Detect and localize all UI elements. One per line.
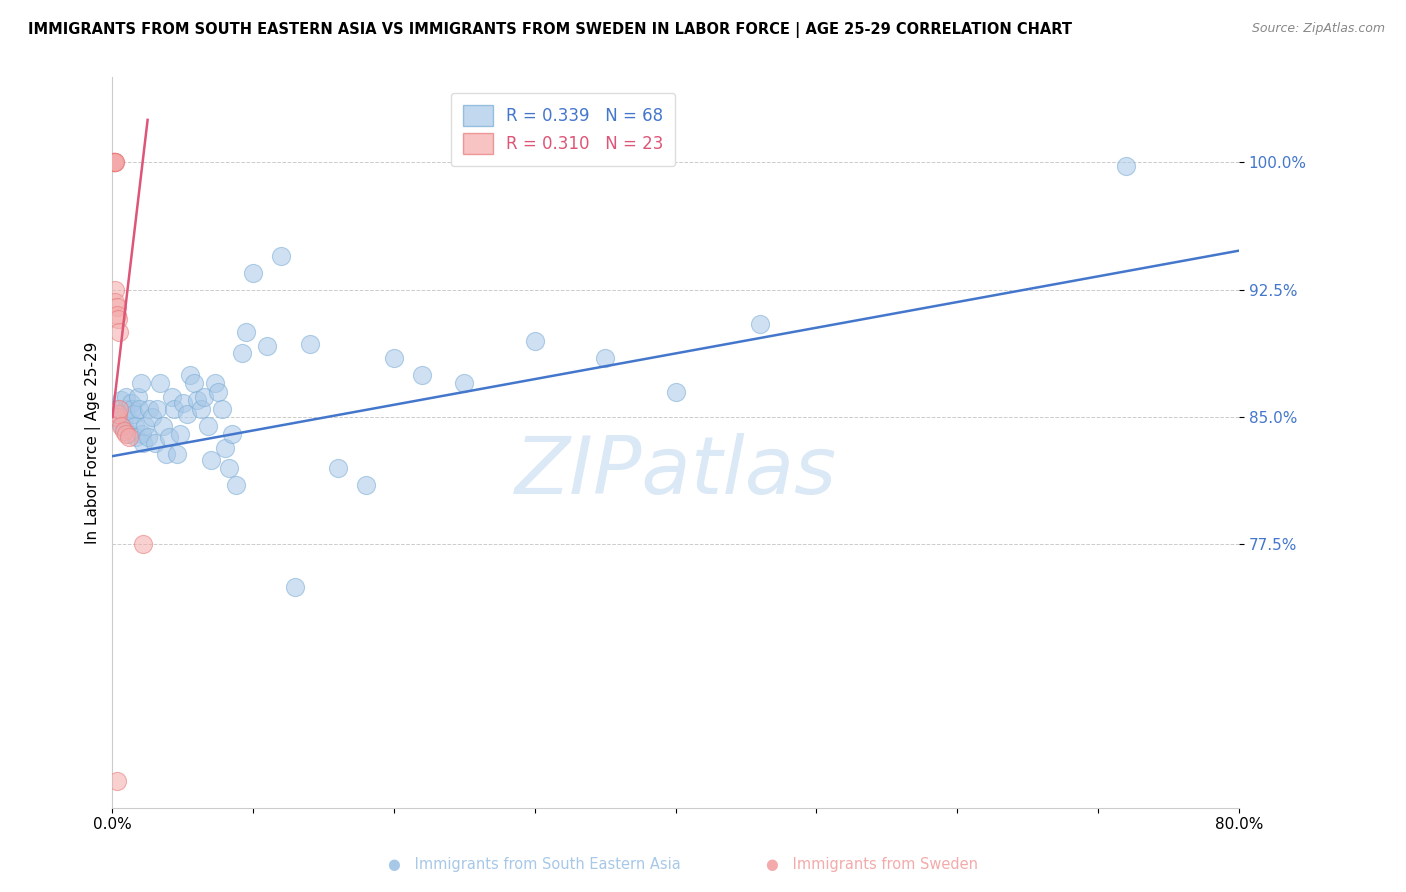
Point	[298, 337, 321, 351]
Point	[112, 410, 135, 425]
Point	[103, 155, 125, 169]
Point	[114, 422, 136, 436]
Point	[134, 418, 156, 433]
Point	[141, 410, 163, 425]
Point	[131, 427, 153, 442]
Point	[107, 407, 129, 421]
Point	[120, 396, 142, 410]
Point	[110, 418, 132, 433]
Point	[197, 418, 219, 433]
Point	[143, 435, 166, 450]
Point	[157, 430, 180, 444]
Point	[103, 155, 125, 169]
Point	[163, 401, 186, 416]
Point	[107, 407, 129, 421]
Point	[160, 390, 183, 404]
Point	[176, 407, 198, 421]
Point	[204, 376, 226, 391]
Point	[207, 384, 229, 399]
Y-axis label: In Labor Force | Age 25-29: In Labor Force | Age 25-29	[86, 342, 101, 544]
Point	[326, 461, 349, 475]
Point	[411, 368, 433, 382]
Point	[1115, 159, 1137, 173]
Point	[118, 430, 141, 444]
Point	[593, 351, 616, 365]
Point	[108, 325, 131, 339]
Point	[179, 368, 201, 382]
Point	[190, 401, 212, 416]
Point	[129, 376, 152, 391]
Point	[523, 334, 546, 348]
Point	[225, 478, 247, 492]
Point	[117, 413, 139, 427]
Point	[665, 384, 688, 399]
Point	[105, 308, 128, 322]
Point	[166, 447, 188, 461]
Point	[214, 441, 236, 455]
Point	[105, 410, 128, 425]
Point	[103, 155, 125, 169]
Point	[155, 447, 177, 461]
Text: ZIPatlas: ZIPatlas	[515, 433, 837, 511]
Point	[110, 393, 132, 408]
Point	[256, 339, 278, 353]
Point	[125, 430, 148, 444]
Point	[193, 390, 215, 404]
Point	[115, 390, 138, 404]
Point	[127, 390, 149, 404]
Point	[118, 427, 141, 442]
Point	[218, 461, 240, 475]
Point	[749, 317, 772, 331]
Point	[111, 418, 134, 433]
Point	[105, 300, 128, 314]
Point	[104, 155, 127, 169]
Point	[183, 376, 205, 391]
Point	[138, 401, 160, 416]
Point	[172, 396, 194, 410]
Point	[103, 155, 125, 169]
Point	[284, 580, 307, 594]
Point	[124, 418, 146, 433]
Point	[107, 311, 129, 326]
Point	[453, 376, 475, 391]
Point	[105, 773, 128, 788]
Point	[122, 407, 145, 421]
Point	[103, 155, 125, 169]
Point	[382, 351, 405, 365]
Point	[105, 401, 128, 416]
Point	[112, 424, 135, 438]
Text: Source: ZipAtlas.com: Source: ZipAtlas.com	[1251, 22, 1385, 36]
Point	[128, 401, 150, 416]
Point	[132, 537, 155, 551]
Text: ●   Immigrants from South Eastern Asia: ● Immigrants from South Eastern Asia	[388, 857, 681, 872]
Point	[103, 155, 125, 169]
Point	[221, 427, 243, 442]
Text: ●   Immigrants from Sweden: ● Immigrants from Sweden	[766, 857, 977, 872]
Point	[104, 155, 127, 169]
Point	[136, 430, 159, 444]
Point	[152, 418, 174, 433]
Legend: R = 0.339   N = 68, R = 0.310   N = 23: R = 0.339 N = 68, R = 0.310 N = 23	[451, 93, 675, 166]
Point	[186, 393, 208, 408]
Point	[115, 401, 138, 416]
Text: IMMIGRANTS FROM SOUTH EASTERN ASIA VS IMMIGRANTS FROM SWEDEN IN LABOR FORCE | AG: IMMIGRANTS FROM SOUTH EASTERN ASIA VS IM…	[28, 22, 1073, 38]
Point	[354, 478, 377, 492]
Point	[121, 401, 143, 416]
Point	[231, 345, 253, 359]
Point	[108, 413, 131, 427]
Point	[108, 401, 131, 416]
Point	[235, 325, 257, 339]
Point	[149, 376, 172, 391]
Point	[242, 266, 264, 280]
Point	[211, 401, 233, 416]
Point	[270, 249, 292, 263]
Point	[115, 427, 138, 442]
Point	[146, 401, 169, 416]
Point	[169, 427, 191, 442]
Point	[200, 452, 222, 467]
Point	[132, 435, 155, 450]
Point	[104, 283, 127, 297]
Point	[104, 294, 127, 309]
